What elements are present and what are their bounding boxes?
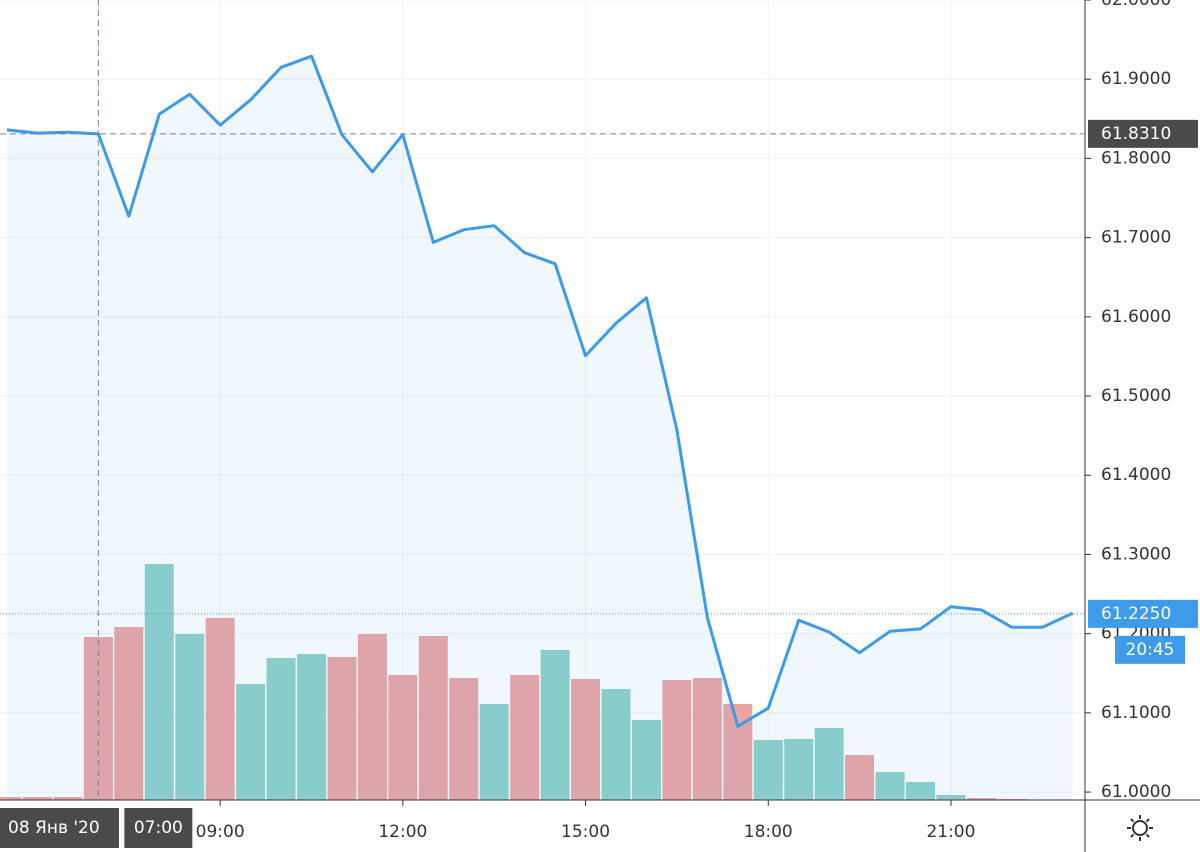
countdown-box <box>1115 635 1185 664</box>
volume-bar <box>236 684 266 800</box>
x-tick-label: 18:00 <box>744 822 793 842</box>
y-tick-label: 61.9000 <box>1101 69 1171 89</box>
crosshair-price-label: 61.8310 <box>1101 124 1171 144</box>
volume-bar <box>144 564 174 800</box>
y-tick-label: 61.0000 <box>1101 782 1171 802</box>
y-tick-label: 62.0000 <box>1101 0 1171 10</box>
volume-bar <box>875 772 905 800</box>
volume-bar <box>510 675 540 800</box>
last-price-box <box>1088 599 1198 628</box>
price-line <box>6 54 1074 728</box>
volume-bar <box>297 654 326 800</box>
y-tick-label: 61.5000 <box>1101 386 1171 406</box>
volume-bar <box>784 739 814 800</box>
volume-bar <box>22 797 52 800</box>
volume-bar <box>479 704 509 800</box>
crosshair-date-label: 08 Янв '20 <box>8 818 100 838</box>
crosshair-date-box <box>0 808 119 848</box>
volume-bar <box>753 740 783 800</box>
volume-bar <box>388 675 418 800</box>
y-tick-label: 61.6000 <box>1101 307 1171 327</box>
volume-bar <box>906 782 935 800</box>
volume-bar <box>845 755 875 800</box>
crosshair-price-box <box>1088 119 1198 148</box>
y-tick-label: 61.3000 <box>1101 544 1171 564</box>
x-tick-label: 09:00 <box>196 822 245 842</box>
volume-bar <box>205 618 235 800</box>
volume-bar <box>601 689 631 800</box>
volume-bar <box>53 797 83 800</box>
volume-bar <box>692 678 722 800</box>
volume-bar <box>418 636 448 800</box>
volume-bar <box>814 728 844 800</box>
volume-bar <box>540 650 570 800</box>
volume-bar <box>571 679 601 800</box>
volume-bar <box>175 634 205 800</box>
countdown-label: 20:45 <box>1126 640 1175 660</box>
volume-bar <box>631 720 661 800</box>
last-price-label: 61.2250 <box>1101 604 1171 624</box>
settings-icon[interactable] <box>1127 815 1153 841</box>
volume-bar <box>327 657 357 800</box>
volume-bar <box>357 634 387 800</box>
crosshair-time-label: 07:00 <box>134 818 183 838</box>
y-tick-label: 61.8000 <box>1101 148 1171 168</box>
y-tick-label: 61.4000 <box>1101 465 1171 485</box>
x-tick-label: 21:00 <box>926 822 975 842</box>
volume-bar <box>449 678 479 800</box>
y-tick-label: 61.1000 <box>1101 703 1171 723</box>
volume-bar <box>114 627 144 800</box>
volume-bar <box>0 797 22 800</box>
volume-bar <box>266 658 296 800</box>
volume-bar <box>966 798 996 800</box>
y-tick-label: 61.7000 <box>1101 228 1171 248</box>
crosshair-time-box <box>124 808 193 848</box>
volume-bar <box>662 680 692 800</box>
volume-bar <box>936 795 966 800</box>
x-tick-label: 12:00 <box>378 822 427 842</box>
x-tick-label: 15:00 <box>561 822 610 842</box>
